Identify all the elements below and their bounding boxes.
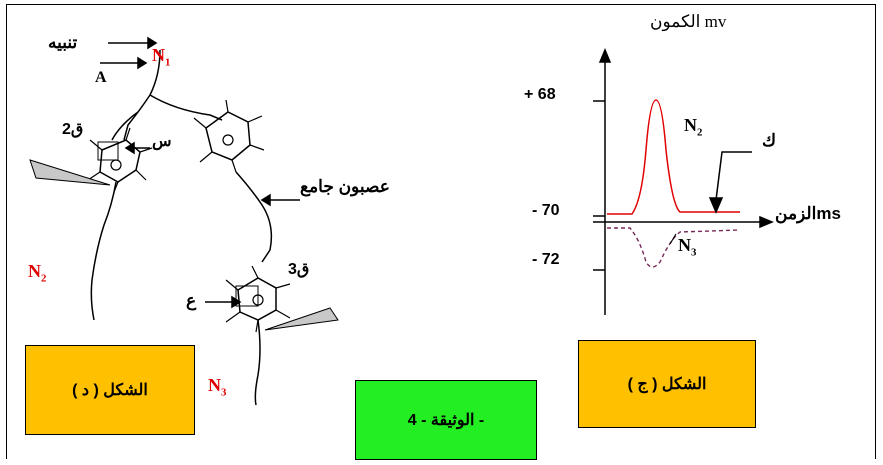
electrode-q2 <box>29 159 111 186</box>
y-axis-label: الكمون mv <box>650 12 727 31</box>
stimulus-label: تنبيه <box>48 33 78 52</box>
q3-label: ق3 <box>288 261 310 278</box>
interneuron-axon <box>235 171 273 263</box>
s-label: س <box>152 133 172 150</box>
n3-trace <box>607 227 741 268</box>
interneuron-cell-body <box>193 99 265 173</box>
n3-trace-label: N3 <box>678 235 697 259</box>
interneuron-label: عصبون جامع <box>300 177 390 196</box>
n1-branch-right <box>149 94 223 121</box>
n3-axon <box>254 319 261 406</box>
y-tick-68: + 68 <box>524 86 556 103</box>
y-tick-72: - 72 <box>532 251 560 268</box>
n2-axon <box>90 181 117 321</box>
k-label: ك <box>762 131 777 150</box>
synapse-box-ain <box>235 285 259 307</box>
q2-label: ق2 <box>62 121 84 138</box>
graph-axes <box>593 48 774 315</box>
k-arrow <box>708 151 752 214</box>
n1-axon <box>123 49 161 141</box>
caption-d-text: الشكل ( د ) <box>72 382 148 399</box>
n3-pointer <box>669 233 677 245</box>
n2-trace <box>607 99 740 215</box>
x-axis-label: الزمنms <box>775 204 841 223</box>
caption-j-text: الشكل ( ج ) <box>627 376 707 393</box>
electrode-q3 <box>264 307 339 331</box>
document-label-box: الوثيقة - 4 - <box>355 380 537 460</box>
y-tick-70: - 70 <box>532 202 560 219</box>
caption-d: الشكل ( د ) <box>25 345 195 435</box>
document-frame <box>6 4 876 459</box>
n2-label: N2 <box>28 261 47 285</box>
n3-label: N3 <box>208 375 227 399</box>
n1-label: N1 <box>152 45 171 69</box>
n1-branch-left <box>111 111 139 141</box>
synapse-box-s <box>97 141 119 161</box>
a-label: A <box>95 69 107 86</box>
document-label-text: الوثيقة - 4 - <box>407 412 485 429</box>
caption-j: الشكل ( ج ) <box>578 340 756 428</box>
ain-label: ع <box>186 291 197 310</box>
n2-cell-body <box>87 127 153 193</box>
n2-trace-label: N2 <box>684 115 703 139</box>
arrows-left <box>100 36 300 309</box>
